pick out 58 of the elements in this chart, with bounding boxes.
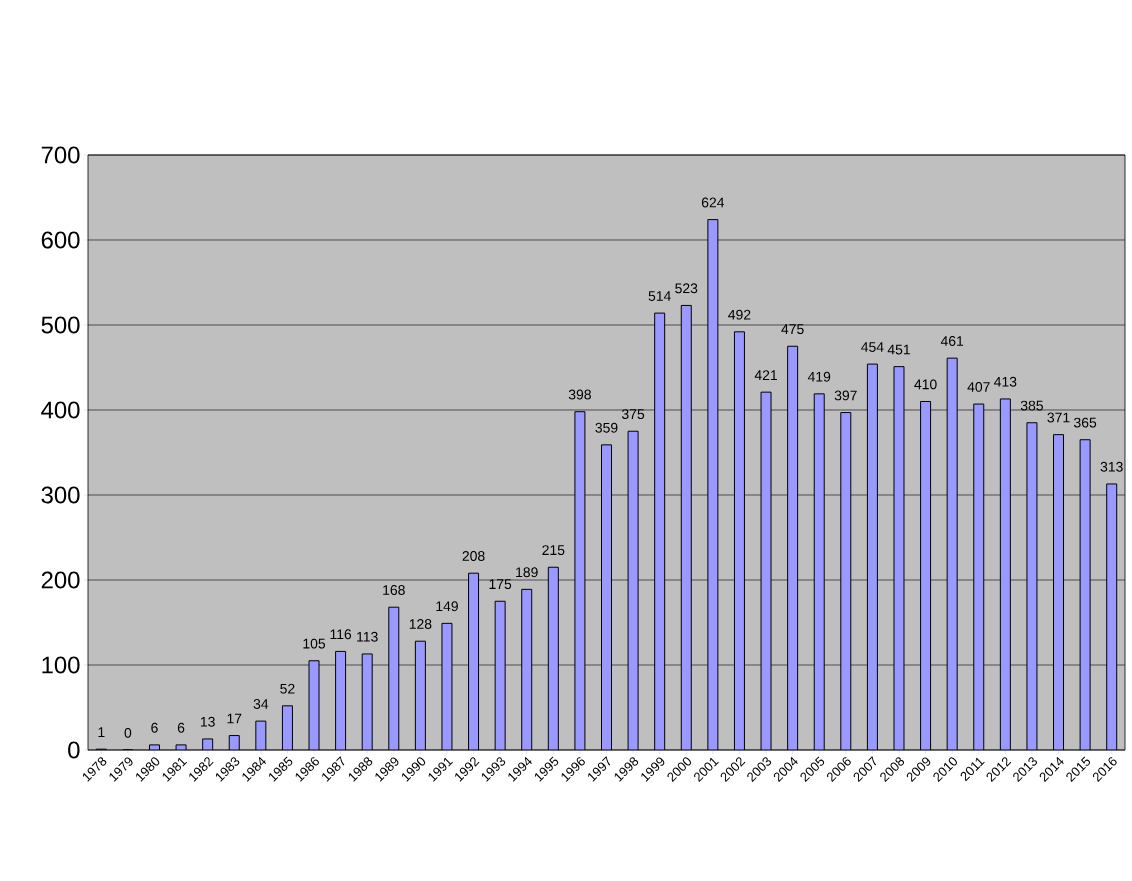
data-label: 385	[1020, 400, 1043, 411]
bar	[920, 401, 932, 750]
data-label: 475	[781, 324, 804, 335]
data-label: 410	[914, 379, 937, 390]
data-label: 461	[940, 336, 964, 346]
data-label: 189	[516, 567, 538, 578]
data-label: 419	[807, 371, 831, 382]
data-label: 313	[1100, 461, 1123, 472]
bar	[813, 393, 825, 750]
y-tick-label: 600	[41, 231, 80, 249]
data-label: 208	[462, 551, 485, 562]
data-label: 6	[151, 722, 158, 733]
data-label: 375	[621, 409, 645, 420]
bar	[680, 304, 692, 750]
data-label: 1	[98, 727, 105, 737]
data-label: 413	[994, 376, 1017, 387]
data-label: 492	[728, 309, 751, 320]
data-label: 398	[568, 389, 591, 400]
bar	[866, 363, 878, 750]
data-label: 175	[489, 579, 512, 590]
data-label: 359	[595, 422, 618, 433]
data-label: 215	[542, 545, 565, 556]
y-tick-label: 500	[41, 316, 80, 334]
bar	[601, 444, 612, 750]
data-label: 365	[1074, 417, 1097, 428]
bar	[787, 345, 799, 750]
bar	[946, 357, 958, 750]
data-label: 371	[1047, 412, 1070, 423]
data-label: 451	[887, 344, 910, 355]
data-label: 454	[861, 342, 884, 352]
y-tick-label: 700	[41, 146, 80, 164]
y-tick-label: 400	[41, 401, 80, 419]
data-label: 407	[967, 381, 990, 392]
data-label: 17	[227, 713, 242, 724]
data-label: 105	[303, 638, 326, 649]
bar	[840, 412, 852, 750]
y-tick-label: 0	[68, 741, 80, 759]
data-label: 149	[436, 601, 458, 612]
data-label: 0	[124, 727, 132, 738]
data-label: 523	[675, 283, 698, 294]
bar	[1053, 434, 1065, 750]
data-label: 6	[177, 722, 185, 733]
data-label: 34	[253, 699, 269, 709]
y-tick-label: 300	[41, 486, 80, 504]
data-label: 624	[701, 197, 725, 208]
bar	[733, 331, 745, 750]
data-label: 113	[357, 631, 378, 642]
data-label: 397	[834, 390, 857, 401]
data-label: 13	[200, 716, 215, 727]
data-label: 52	[280, 683, 295, 694]
data-label: 116	[330, 629, 352, 640]
data-label: 168	[383, 585, 405, 596]
bar	[654, 312, 666, 750]
data-label: 128	[409, 619, 432, 630]
y-tick-label: 200	[41, 571, 80, 589]
data-label: 514	[648, 291, 671, 301]
data-label: 421	[754, 370, 777, 380]
y-tick-label: 100	[42, 656, 80, 674]
